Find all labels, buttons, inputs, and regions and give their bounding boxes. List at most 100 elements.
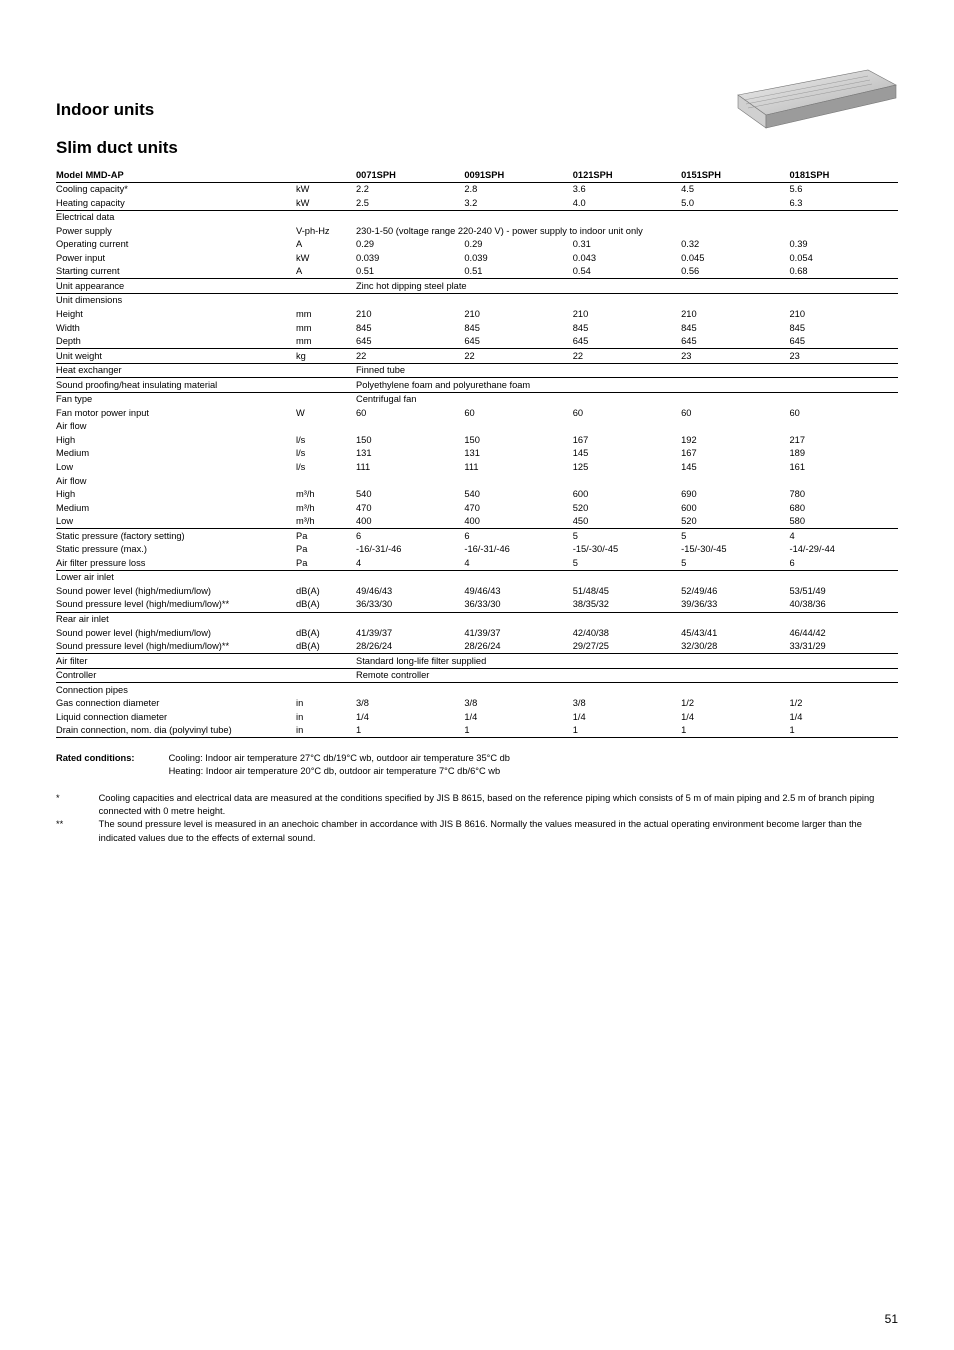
footnote-star-1: * Cooling capacities and electrical data… [56, 792, 898, 818]
row-value: 0.043 [573, 251, 681, 265]
table-row: Cooling capacity*kW2.22.83.64.55.6 [56, 182, 898, 196]
row-label: Power input [56, 251, 296, 265]
row-label: Electrical data [56, 210, 296, 224]
row-value: 1/4 [464, 710, 572, 724]
row-value [356, 570, 464, 584]
row-value: 41/39/37 [356, 626, 464, 640]
row-unit: mm [296, 307, 356, 321]
table-row: Air flow [56, 420, 898, 434]
row-value: 0.54 [573, 265, 681, 279]
row-value: 0.29 [356, 238, 464, 252]
row-value [681, 293, 789, 307]
row-value: 150 [464, 433, 572, 447]
footnote-star-2-text: The sound pressure level is measured in … [99, 818, 879, 844]
model-col-4: 0181SPH [790, 168, 899, 182]
table-row: Fan motor power inputW6060606060 [56, 406, 898, 420]
row-value: 2.2 [356, 182, 464, 196]
row-value: 4.5 [681, 182, 789, 196]
row-value [573, 612, 681, 626]
row-value: 2.5 [356, 196, 464, 210]
row-value: 645 [790, 335, 899, 349]
row-value [681, 210, 789, 224]
row-value: 150 [356, 433, 464, 447]
row-value: 580 [790, 515, 899, 529]
row-value: 1 [681, 724, 789, 738]
row-value: 540 [356, 488, 464, 502]
row-value: 125 [573, 460, 681, 474]
row-unit: m³/h [296, 501, 356, 515]
row-value [681, 612, 789, 626]
row-value: 3/8 [356, 697, 464, 711]
row-value [681, 420, 789, 434]
row-value [790, 683, 899, 697]
row-value [681, 683, 789, 697]
row-value [464, 474, 572, 488]
row-unit [296, 279, 356, 294]
row-value: 189 [790, 447, 899, 461]
row-value: 1/2 [681, 697, 789, 711]
row-label: Medium [56, 447, 296, 461]
footnote-star-2-mark: ** [56, 818, 96, 831]
table-row: Air flow [56, 474, 898, 488]
row-value: 1 [464, 724, 572, 738]
row-value: 210 [356, 307, 464, 321]
header-unit [296, 168, 356, 182]
row-value: 3.6 [573, 182, 681, 196]
row-unit: mm [296, 321, 356, 335]
row-value: 0.045 [681, 251, 789, 265]
row-value: 60 [464, 406, 572, 420]
row-value: 3/8 [464, 697, 572, 711]
table-row: Highl/s150150167192217 [56, 433, 898, 447]
row-value: 0.51 [464, 265, 572, 279]
row-value: 6.3 [790, 196, 899, 210]
table-row: Starting currentA0.510.510.540.560.68 [56, 265, 898, 279]
row-value: 60 [790, 406, 899, 420]
row-value [790, 420, 899, 434]
row-value [356, 293, 464, 307]
row-label: Drain connection, nom. dia (polyvinyl tu… [56, 724, 296, 738]
row-value: -16/-31/-46 [464, 543, 572, 557]
row-label: Heating capacity [56, 196, 296, 210]
row-label: Sound power level (high/medium/low) [56, 626, 296, 640]
row-value: 210 [681, 307, 789, 321]
row-value: 645 [356, 335, 464, 349]
row-value: 2.8 [464, 182, 572, 196]
table-row: Sound pressure level (high/medium/low)**… [56, 598, 898, 612]
row-value: 5 [681, 556, 789, 570]
row-value: 0.31 [573, 238, 681, 252]
row-label: Fan motor power input [56, 406, 296, 420]
row-value: 1 [573, 724, 681, 738]
row-value [356, 210, 464, 224]
row-value: 5.0 [681, 196, 789, 210]
row-value: 6 [790, 556, 899, 570]
row-value: 36/33/30 [464, 598, 572, 612]
row-unit: Pa [296, 556, 356, 570]
row-value: 1/4 [356, 710, 464, 724]
row-unit [296, 654, 356, 669]
table-row: Power inputkW0.0390.0390.0430.0450.054 [56, 251, 898, 265]
row-unit: kW [296, 251, 356, 265]
row-value [464, 683, 572, 697]
row-unit [296, 293, 356, 307]
row-value [356, 683, 464, 697]
row-label: Medium [56, 501, 296, 515]
row-label: Connection pipes [56, 683, 296, 697]
table-row: Lower air inlet [56, 570, 898, 584]
row-value: 210 [464, 307, 572, 321]
row-value [573, 474, 681, 488]
row-label: Operating current [56, 238, 296, 252]
row-value: 42/40/38 [573, 626, 681, 640]
row-value: 520 [573, 501, 681, 515]
row-value: 22 [573, 349, 681, 364]
row-unit: V-ph-Hz [296, 224, 356, 238]
row-value [790, 570, 899, 584]
row-unit: dB(A) [296, 598, 356, 612]
row-value: 145 [681, 460, 789, 474]
row-value: 167 [573, 433, 681, 447]
footnotes: Rated conditions: Cooling: Indoor air te… [56, 752, 898, 844]
row-unit [296, 474, 356, 488]
row-value: 167 [681, 447, 789, 461]
row-value: 41/39/37 [464, 626, 572, 640]
row-value: 28/26/24 [356, 640, 464, 654]
row-label: Gas connection diameter [56, 697, 296, 711]
